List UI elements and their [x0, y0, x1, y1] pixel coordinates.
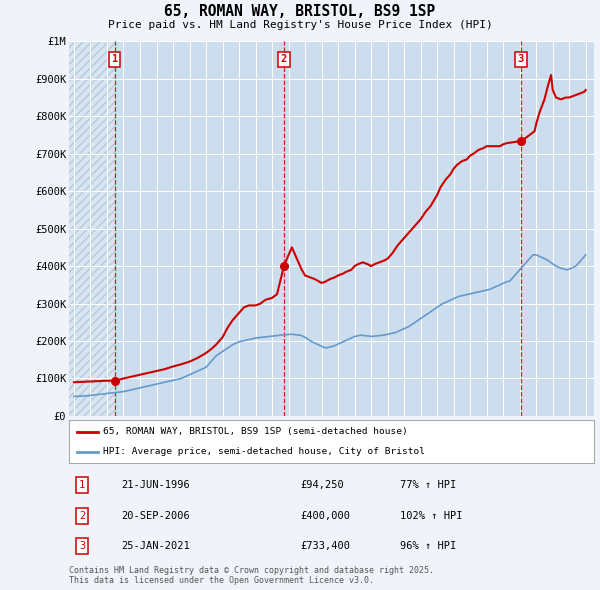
- Text: Price paid vs. HM Land Registry's House Price Index (HPI): Price paid vs. HM Land Registry's House …: [107, 20, 493, 30]
- Text: HPI: Average price, semi-detached house, City of Bristol: HPI: Average price, semi-detached house,…: [103, 447, 425, 456]
- Text: £733,400: £733,400: [300, 542, 350, 551]
- Text: 96% ↑ HPI: 96% ↑ HPI: [400, 542, 456, 551]
- Text: 77% ↑ HPI: 77% ↑ HPI: [400, 480, 456, 490]
- Text: 65, ROMAN WAY, BRISTOL, BS9 1SP (semi-detached house): 65, ROMAN WAY, BRISTOL, BS9 1SP (semi-de…: [103, 427, 408, 436]
- Bar: [69, 41, 115, 416]
- Text: 1: 1: [112, 54, 118, 64]
- Bar: [69, 41, 115, 416]
- Text: £400,000: £400,000: [300, 511, 350, 520]
- Text: £94,250: £94,250: [300, 480, 344, 490]
- Text: 1: 1: [79, 480, 85, 490]
- Text: 3: 3: [79, 542, 85, 551]
- Text: 20-SEP-2006: 20-SEP-2006: [121, 511, 190, 520]
- Text: 25-JAN-2021: 25-JAN-2021: [121, 542, 190, 551]
- Text: 3: 3: [518, 54, 524, 64]
- Text: 21-JUN-1996: 21-JUN-1996: [121, 480, 190, 490]
- Text: 65, ROMAN WAY, BRISTOL, BS9 1SP: 65, ROMAN WAY, BRISTOL, BS9 1SP: [164, 4, 436, 19]
- Text: 102% ↑ HPI: 102% ↑ HPI: [400, 511, 462, 520]
- Text: 2: 2: [281, 54, 287, 64]
- Text: 2: 2: [79, 511, 85, 520]
- Text: Contains HM Land Registry data © Crown copyright and database right 2025.
This d: Contains HM Land Registry data © Crown c…: [69, 566, 434, 585]
